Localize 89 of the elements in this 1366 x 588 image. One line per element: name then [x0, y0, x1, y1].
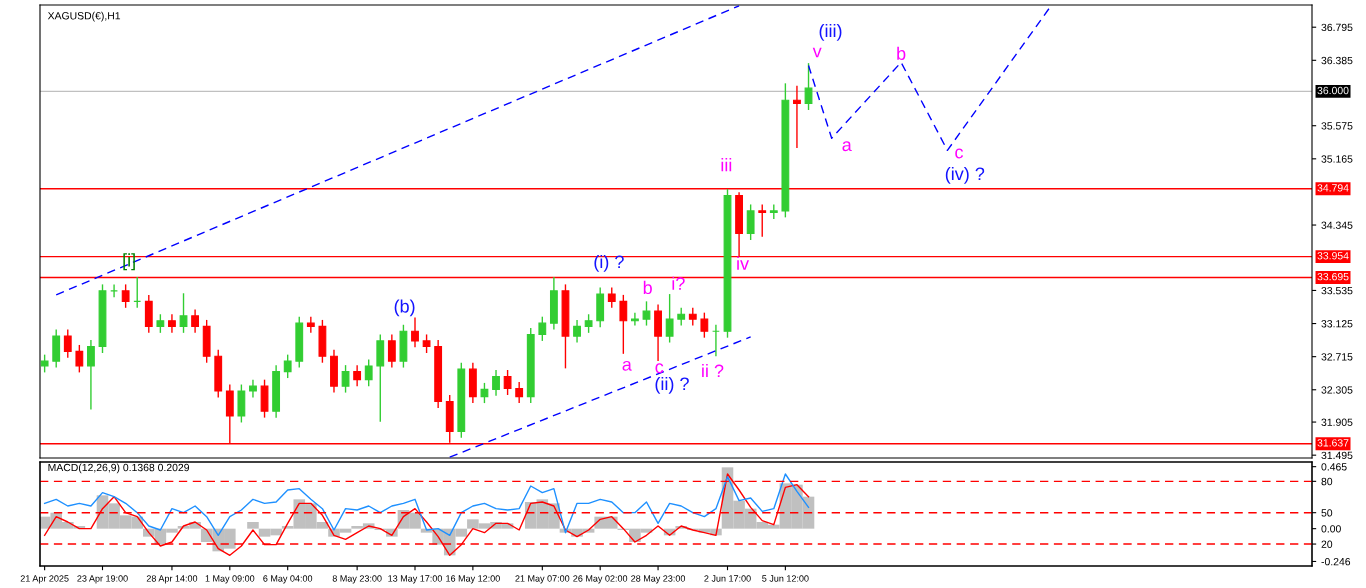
- y-tick-label: 34.345: [1321, 221, 1353, 229]
- ref-line-label: 33.695: [1317, 272, 1349, 281]
- ref-line-label: 33.954: [1317, 252, 1349, 260]
- annotation: c: [955, 148, 964, 159]
- candlestick: [793, 85, 801, 149]
- x-tick-label: 13 May 17:00: [388, 575, 442, 584]
- x-tick-label: 1 May 09:00: [205, 575, 255, 584]
- candlestick: [364, 358, 373, 387]
- y2-tick-label: 20: [1321, 540, 1333, 548]
- y-tick-label: 33.125: [1321, 320, 1353, 328]
- candlestick: [341, 364, 350, 394]
- line-series: [43, 473, 810, 537]
- candlestick: [75, 344, 84, 374]
- candlestick: [480, 382, 489, 404]
- y2-tick-label: 80: [1321, 477, 1333, 486]
- candlestick: [168, 313, 176, 334]
- annotation: b: [643, 280, 652, 295]
- ref-line-label: 36.000: [1317, 86, 1349, 95]
- candlestick: [619, 294, 628, 355]
- y-tick-label: 33.535: [1321, 286, 1353, 295]
- candlestick: [411, 316, 419, 349]
- annotation: a: [842, 141, 852, 152]
- annotation: ii ?: [702, 363, 724, 378]
- candlestick: [179, 292, 188, 334]
- text: XAGUSD(€),H1: [47, 11, 121, 22]
- candlestick: [492, 369, 500, 397]
- x-tick-label: 5 Jun 12:00: [762, 575, 809, 582]
- y-tick-label: -0.246: [1321, 557, 1351, 566]
- annotation: iii: [721, 158, 732, 172]
- x-tick-label: 6 May 04:00: [263, 575, 313, 584]
- y-tick-label: 36.385: [1321, 56, 1353, 65]
- candlestick: [607, 286, 616, 309]
- ref-line-label: 31.637: [1317, 439, 1349, 447]
- candlestick: [156, 313, 165, 334]
- candlestick: [573, 319, 581, 344]
- y-tick-label: 32.715: [1321, 353, 1353, 361]
- annotation: [i]: [123, 253, 135, 271]
- y-tick-label: 31.905: [1321, 418, 1353, 426]
- candlestick: [387, 333, 396, 369]
- y-tick-label: 36.795: [1321, 23, 1353, 32]
- candlestick: [538, 315, 547, 342]
- chart-title: MACD(12,26,9) 0.1368 0.2029: [48, 463, 190, 474]
- x-tick-label: 16 May 12:00: [446, 575, 500, 584]
- annotation: b: [897, 46, 906, 60]
- bar: [247, 522, 259, 529]
- y-tick-label: 35.165: [1321, 155, 1353, 163]
- annotation: v: [812, 47, 822, 58]
- x-tick-label: 21 Apr 2025: [20, 575, 69, 584]
- candlestick: [746, 203, 755, 241]
- candlestick: [631, 311, 639, 327]
- candlestick: [804, 62, 813, 111]
- ref-line-label: 34.794: [1317, 184, 1349, 192]
- annotation: i?: [672, 276, 685, 290]
- annotation: (iv) ?: [945, 166, 985, 184]
- x-tick-label: 28 May 23:00: [631, 575, 686, 584]
- y-tick-label: 0.00: [1321, 525, 1341, 533]
- annotation: (iii): [819, 24, 842, 41]
- x-tick-label: 21 May 07:00: [515, 575, 570, 584]
- candlestick: [422, 333, 431, 354]
- annotation: (i) ?: [594, 254, 624, 272]
- candlestick: [191, 308, 200, 334]
- x-tick-label: 28 Apr 14:00: [146, 575, 198, 584]
- candlestick: [306, 315, 315, 334]
- candlestick: [63, 328, 72, 359]
- candlestick: [758, 203, 767, 238]
- annotation: (b): [394, 299, 415, 317]
- annotation: a: [622, 360, 632, 371]
- candlestick: [665, 293, 674, 344]
- candlestick: [353, 364, 362, 387]
- y-tick-label: 35.575: [1321, 122, 1353, 130]
- candlestick: [503, 369, 512, 396]
- candlestick: [121, 283, 130, 309]
- y2-tick-label: 50: [1321, 509, 1333, 517]
- candlestick: [515, 381, 524, 404]
- candlestick: [642, 300, 651, 327]
- candlestick: [283, 353, 292, 379]
- candlestick: [87, 339, 95, 411]
- y-tick-label: 32.305: [1321, 386, 1353, 394]
- x-tick-label: 2 Jun 17:00: [704, 575, 751, 582]
- annotation: (ii) ?: [655, 376, 689, 394]
- candlestick: [584, 313, 593, 334]
- y-tick-label: 31.495: [1321, 451, 1353, 460]
- annotation: c: [655, 363, 664, 374]
- x-tick-label: 23 Apr 19:00: [77, 575, 128, 584]
- candlestick: [700, 311, 709, 339]
- x-tick-label: 26 May 02:00: [573, 575, 628, 584]
- annotation: iv: [737, 256, 750, 270]
- y-tick-label: 0.465: [1321, 463, 1347, 471]
- x-tick-label: 8 May 23:00: [332, 575, 382, 584]
